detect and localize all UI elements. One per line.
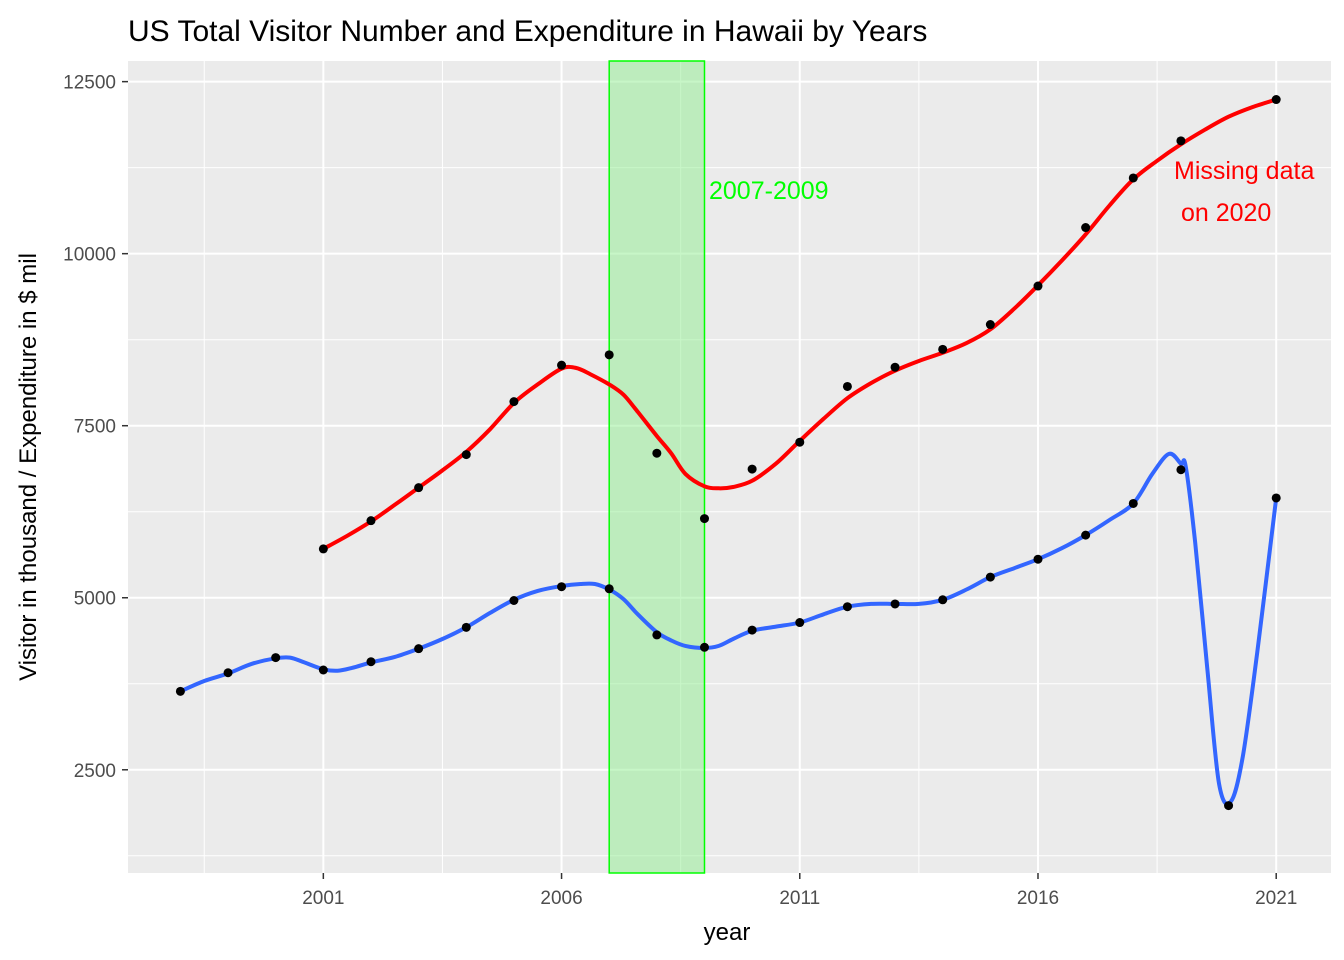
- data-point-series-1: [509, 595, 519, 605]
- data-point-series-0: [1176, 136, 1186, 146]
- y-tick-label: 10000: [63, 245, 116, 266]
- data-point-series-0: [1033, 281, 1043, 291]
- data-point-series-1: [652, 630, 662, 640]
- data-point-series-1: [1128, 498, 1138, 508]
- data-point-series-1: [699, 642, 709, 652]
- x-axis-title: year: [704, 919, 751, 946]
- data-point-series-1: [366, 657, 376, 667]
- x-tick-label: 2006: [540, 888, 582, 909]
- data-point-series-1: [414, 644, 424, 654]
- data-point-series-0: [1128, 173, 1138, 183]
- data-point-series-0: [318, 544, 328, 554]
- axis-layer: 2001 2006 2011 2016 2021 2500 5000 7500 10000 125…: [63, 73, 1297, 909]
- data-point-series-1: [938, 595, 948, 605]
- data-point-series-0: [652, 448, 662, 458]
- x-tick-label: 2016: [1017, 888, 1059, 909]
- data-point-series-1: [461, 622, 471, 632]
- x-tick-label: 2021: [1255, 888, 1297, 909]
- annotation-missing-data: Missing data: [1174, 157, 1314, 185]
- x-tick-label: 2001: [302, 888, 344, 909]
- data-point-series-0: [461, 450, 471, 460]
- data-point-series-1: [175, 686, 185, 696]
- data-point-series-1: [1033, 554, 1043, 564]
- data-point-series-0: [509, 397, 519, 407]
- data-point-series-0: [985, 320, 995, 330]
- series-line-0: [321, 97, 1279, 551]
- data-point-series-0: [1081, 223, 1091, 233]
- data-point-series-0: [890, 362, 900, 372]
- data-point-series-0: [699, 514, 709, 524]
- data-point-series-0: [795, 437, 805, 447]
- recession-shaded-region: [608, 60, 706, 874]
- annotation-2007-2009: 2007-2009: [709, 177, 829, 205]
- data-point-series-1: [1271, 493, 1281, 503]
- data-point-series-0: [414, 483, 424, 493]
- data-point-series-1: [985, 572, 995, 582]
- shaded-region-layer: [608, 60, 706, 874]
- x-tick-label: 2011: [779, 888, 820, 909]
- annotation-layer: 2007-2009 Missing data on 2020: [709, 157, 1314, 227]
- data-point-series-1: [271, 653, 281, 663]
- data-point-series-0: [557, 360, 567, 370]
- y-axis-title: Visitor in thousand / Expenditure in $ m…: [15, 253, 42, 681]
- point-layer: [175, 95, 1281, 811]
- y-tick-label: 5000: [74, 589, 116, 610]
- data-point-series-1: [890, 599, 900, 609]
- plot-panel: [128, 61, 1331, 873]
- y-tick-label: 2500: [74, 761, 116, 782]
- data-point-series-0: [938, 344, 948, 354]
- chart-title: US Total Visitor Number and Expenditure …: [128, 15, 927, 48]
- data-point-series-0: [747, 464, 757, 474]
- data-point-series-1: [223, 668, 233, 678]
- data-point-series-0: [1271, 95, 1281, 105]
- data-point-series-1: [1224, 801, 1234, 811]
- annotation-on-2020: on 2020: [1174, 199, 1271, 227]
- data-point-series-1: [1176, 465, 1186, 475]
- y-tick-label: 12500: [63, 73, 116, 94]
- data-point-series-1: [1081, 530, 1091, 540]
- data-point-series-1: [795, 618, 805, 628]
- data-point-series-1: [557, 582, 567, 592]
- y-tick-label: 7500: [74, 417, 116, 438]
- data-point-series-0: [604, 350, 614, 360]
- data-point-series-0: [842, 381, 852, 391]
- data-point-series-0: [366, 516, 376, 526]
- data-point-series-1: [747, 625, 757, 635]
- data-point-series-1: [318, 665, 328, 675]
- data-point-series-1: [842, 602, 852, 612]
- data-point-series-1: [604, 584, 614, 594]
